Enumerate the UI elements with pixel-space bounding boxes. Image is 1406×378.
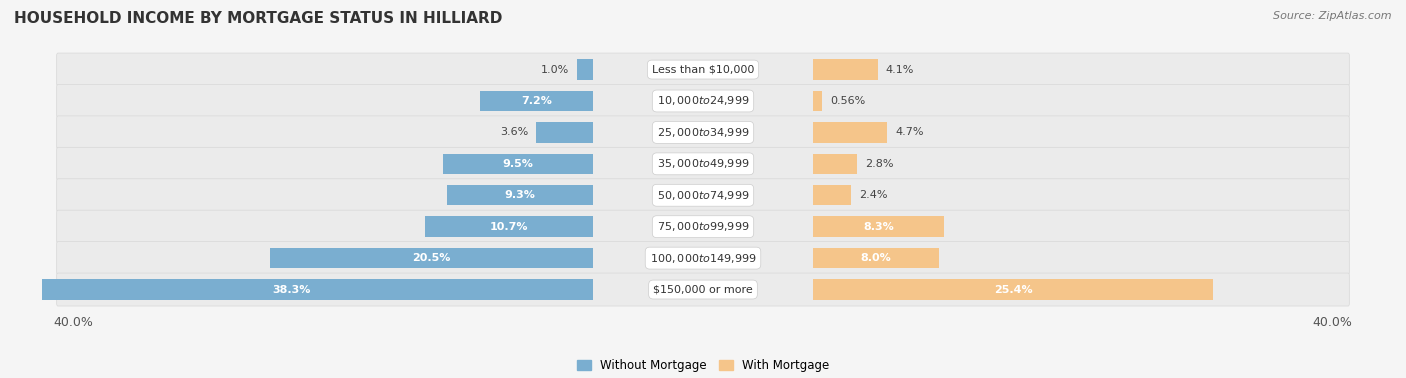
FancyBboxPatch shape [56, 53, 1350, 86]
Text: 8.0%: 8.0% [860, 253, 891, 263]
Bar [447, 185, 593, 206]
Text: 25.4%: 25.4% [994, 285, 1032, 294]
FancyBboxPatch shape [56, 147, 1350, 180]
Bar [813, 59, 877, 80]
Text: 7.2%: 7.2% [520, 96, 551, 106]
Text: 9.3%: 9.3% [505, 190, 536, 200]
Legend: Without Mortgage, With Mortgage: Without Mortgage, With Mortgage [572, 355, 834, 377]
Text: Less than $10,000: Less than $10,000 [652, 65, 754, 74]
Bar [813, 153, 858, 174]
Bar [0, 279, 593, 300]
Text: 9.5%: 9.5% [503, 159, 533, 169]
Text: $50,000 to $74,999: $50,000 to $74,999 [657, 189, 749, 202]
Bar [813, 248, 939, 268]
Bar [813, 185, 851, 206]
Text: $75,000 to $99,999: $75,000 to $99,999 [657, 220, 749, 233]
Bar [479, 91, 593, 111]
FancyBboxPatch shape [56, 179, 1350, 212]
Text: $35,000 to $49,999: $35,000 to $49,999 [657, 157, 749, 170]
Bar [443, 153, 593, 174]
Bar [813, 122, 887, 143]
Text: 2.4%: 2.4% [859, 190, 887, 200]
FancyBboxPatch shape [56, 116, 1350, 149]
Bar [813, 91, 823, 111]
FancyBboxPatch shape [56, 273, 1350, 306]
FancyBboxPatch shape [56, 210, 1350, 243]
Text: 1.0%: 1.0% [541, 65, 569, 74]
Text: 8.3%: 8.3% [863, 222, 894, 232]
FancyBboxPatch shape [56, 242, 1350, 274]
Text: 38.3%: 38.3% [273, 285, 311, 294]
Text: $10,000 to $24,999: $10,000 to $24,999 [657, 94, 749, 107]
Text: 2.8%: 2.8% [865, 159, 894, 169]
Text: 10.7%: 10.7% [489, 222, 527, 232]
Text: $25,000 to $34,999: $25,000 to $34,999 [657, 126, 749, 139]
Bar [576, 59, 593, 80]
Bar [813, 279, 1213, 300]
Text: Source: ZipAtlas.com: Source: ZipAtlas.com [1274, 11, 1392, 21]
Text: $150,000 or more: $150,000 or more [654, 285, 752, 294]
Bar [536, 122, 593, 143]
Bar [425, 217, 593, 237]
Bar [270, 248, 593, 268]
Text: $100,000 to $149,999: $100,000 to $149,999 [650, 252, 756, 265]
Text: 4.7%: 4.7% [896, 127, 924, 138]
Text: 4.1%: 4.1% [886, 65, 914, 74]
Bar [813, 217, 943, 237]
Text: 3.6%: 3.6% [501, 127, 529, 138]
FancyBboxPatch shape [56, 85, 1350, 118]
Text: 20.5%: 20.5% [412, 253, 451, 263]
Text: 0.56%: 0.56% [830, 96, 865, 106]
Text: HOUSEHOLD INCOME BY MORTGAGE STATUS IN HILLIARD: HOUSEHOLD INCOME BY MORTGAGE STATUS IN H… [14, 11, 502, 26]
